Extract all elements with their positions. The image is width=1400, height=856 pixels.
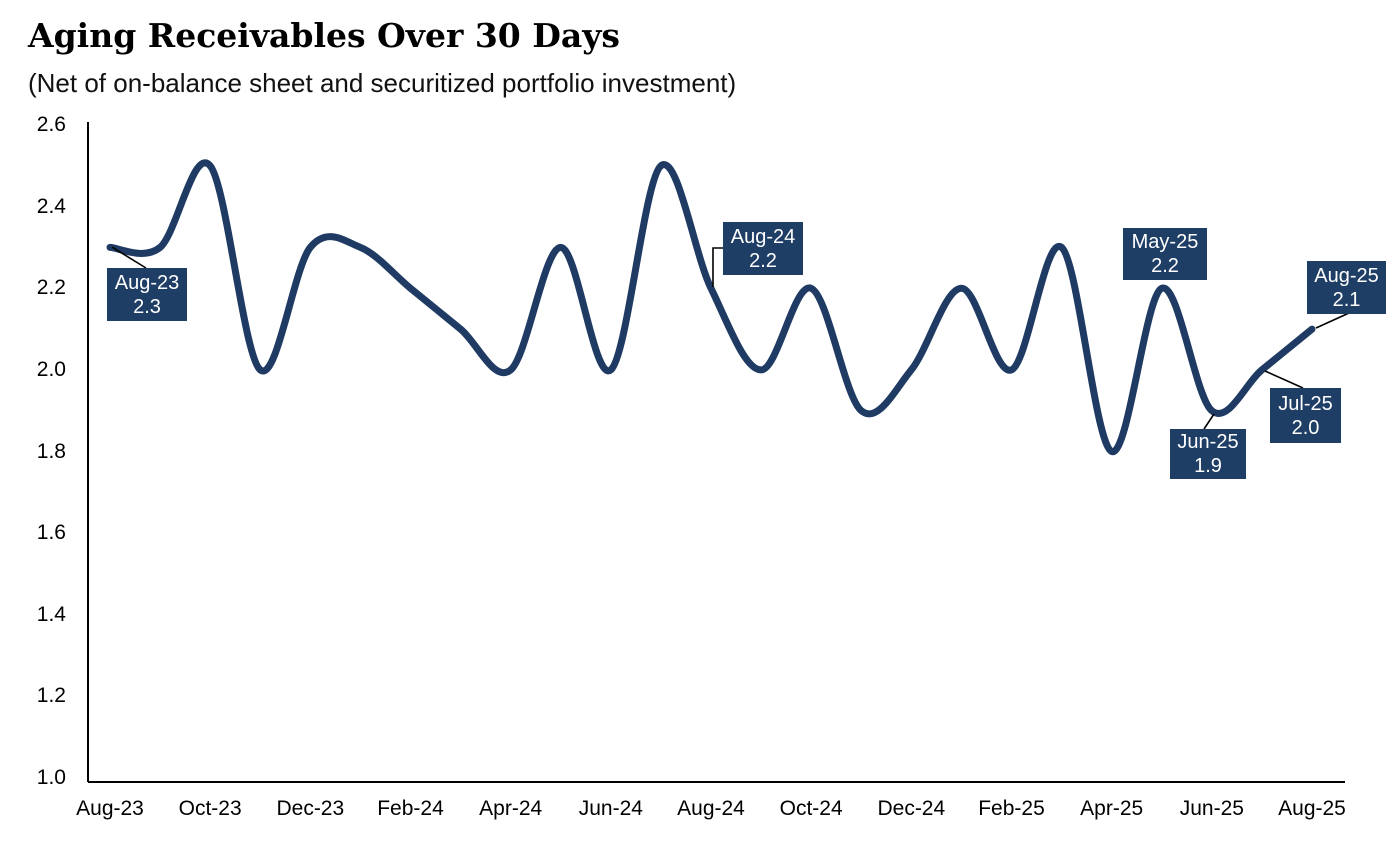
callout-leader-line bbox=[712, 247, 723, 287]
y-axis-tick-label: 1.2 bbox=[36, 684, 66, 708]
x-axis-tick-label: Dec-23 bbox=[276, 797, 345, 820]
y-axis-tick-label: 1.4 bbox=[36, 602, 66, 626]
callout-leader-line bbox=[1264, 370, 1304, 389]
y-axis-tick-label: 2.6 bbox=[36, 113, 66, 136]
callout-leader-line bbox=[1315, 312, 1350, 329]
x-axis-tick-label: Jun-24 bbox=[578, 797, 643, 820]
chart-subtitle: (Net of on-balance sheet and securitized… bbox=[28, 68, 737, 98]
y-axis-tick-label: 2.4 bbox=[36, 194, 66, 218]
data-callout-aug-25: Aug-25 2.1 bbox=[1307, 261, 1386, 314]
y-axis-tick-label: 1.6 bbox=[36, 521, 66, 545]
y-axis-tick-label: 2.0 bbox=[36, 357, 66, 381]
callout-value-label: 2.2 bbox=[1151, 255, 1179, 277]
callout-leader-line bbox=[111, 246, 147, 269]
callout-value-label: 2.2 bbox=[749, 249, 777, 272]
callout-month-label: Jul-25 bbox=[1278, 392, 1333, 415]
callout-month-label: May-25 bbox=[1131, 231, 1199, 253]
data-callout-may-25: May-25 2.2 bbox=[1123, 228, 1207, 280]
x-axis-tick-label: Oct-24 bbox=[779, 797, 843, 820]
x-axis-tick-label: Aug-25 bbox=[1278, 797, 1346, 820]
x-axis-tick-label: Apr-24 bbox=[479, 797, 543, 820]
x-axis-tick-label: Feb-25 bbox=[978, 797, 1045, 820]
x-axis-tick-label: Dec-24 bbox=[877, 797, 946, 820]
y-axis-tick-label: 1.8 bbox=[36, 439, 66, 463]
chart-title: Aging Receivables Over 30 Days bbox=[28, 16, 621, 55]
data-callout-aug-23: Aug-23 2.3 bbox=[107, 268, 187, 321]
callout-value-label: 1.9 bbox=[1194, 455, 1222, 477]
x-axis-tick-label: Oct-23 bbox=[178, 797, 242, 820]
y-axis-tick-label: 2.2 bbox=[36, 276, 66, 300]
x-axis-tick-label: Aug-24 bbox=[677, 797, 745, 820]
data-callout-jun-25: Jun-25 1.9 bbox=[1170, 429, 1246, 479]
callout-leader-line bbox=[1203, 413, 1215, 430]
x-axis-tick-label: Feb-24 bbox=[377, 797, 444, 820]
callout-month-label: Aug-23 bbox=[114, 271, 180, 294]
callout-month-label: Jun-25 bbox=[1177, 431, 1239, 453]
data-callout-aug-24: Aug-24 2.2 bbox=[723, 222, 803, 275]
x-axis-tick-label: Apr-25 bbox=[1080, 797, 1144, 820]
callout-leader-lines bbox=[111, 246, 1350, 430]
callout-month-label: Aug-25 bbox=[1314, 264, 1379, 287]
callout-value-label: 2.1 bbox=[1332, 288, 1361, 311]
callout-month-label: Aug-24 bbox=[730, 225, 796, 248]
callout-value-label: 2.3 bbox=[133, 295, 161, 318]
x-axis-tick-label: Jun-25 bbox=[1179, 797, 1244, 820]
series-line bbox=[106, 159, 1316, 455]
x-axis-tick-label: Aug-23 bbox=[76, 797, 144, 820]
y-axis-tick-label: 1.0 bbox=[36, 766, 66, 789]
data-callout-jul-25: Jul-25 2.0 bbox=[1270, 388, 1341, 443]
callout-value-label: 2.0 bbox=[1291, 416, 1320, 439]
